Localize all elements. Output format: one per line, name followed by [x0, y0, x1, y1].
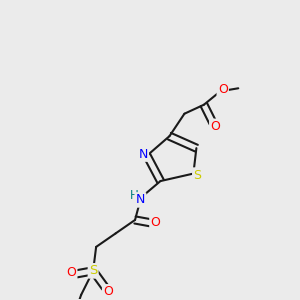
Text: H: H	[130, 189, 139, 202]
Text: N: N	[136, 194, 145, 206]
Text: O: O	[66, 266, 76, 279]
Text: O: O	[103, 285, 113, 298]
Text: S: S	[89, 264, 97, 277]
Text: O: O	[150, 217, 160, 230]
Text: N: N	[138, 148, 148, 160]
Text: O: O	[218, 83, 228, 96]
Text: S: S	[193, 169, 201, 182]
Text: O: O	[210, 120, 220, 133]
